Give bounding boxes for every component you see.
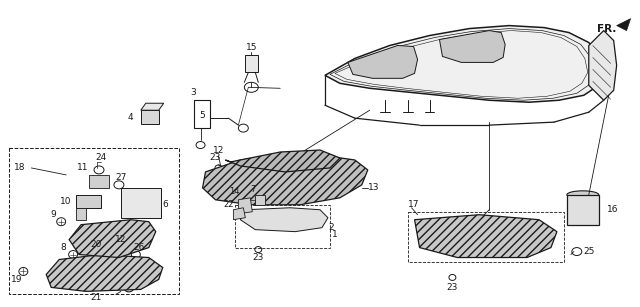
Polygon shape [440, 31, 505, 62]
Text: 17: 17 [408, 200, 419, 209]
Polygon shape [415, 215, 557, 258]
Text: 11: 11 [77, 163, 89, 173]
Text: 15: 15 [246, 43, 257, 52]
Ellipse shape [574, 202, 592, 218]
Polygon shape [238, 198, 252, 214]
Text: 21: 21 [90, 293, 102, 302]
Text: 14: 14 [229, 187, 239, 196]
Polygon shape [567, 195, 599, 225]
Text: 13: 13 [368, 183, 380, 192]
Text: 5: 5 [200, 111, 205, 120]
Polygon shape [46, 255, 163, 291]
Polygon shape [76, 195, 101, 208]
Text: 19: 19 [11, 275, 22, 284]
Text: 23: 23 [447, 283, 458, 292]
Text: 10: 10 [60, 197, 72, 206]
Polygon shape [141, 103, 164, 110]
Text: 4: 4 [128, 113, 134, 122]
Text: 27: 27 [115, 173, 127, 182]
Text: 16: 16 [607, 205, 618, 214]
Text: 2: 2 [328, 223, 333, 232]
Text: 23: 23 [210, 154, 221, 162]
Polygon shape [141, 110, 159, 124]
Text: 18: 18 [13, 163, 25, 173]
Text: 6: 6 [163, 200, 168, 209]
Text: FR.: FR. [597, 24, 616, 33]
Text: 7: 7 [251, 185, 256, 194]
Text: 26: 26 [133, 243, 145, 252]
Polygon shape [89, 175, 109, 188]
Polygon shape [325, 25, 604, 102]
Text: 20: 20 [90, 240, 102, 249]
Polygon shape [348, 45, 417, 78]
Text: 9: 9 [51, 210, 56, 219]
Polygon shape [234, 208, 245, 220]
Polygon shape [69, 220, 156, 258]
Text: 23: 23 [253, 253, 264, 262]
Polygon shape [617, 19, 630, 31]
Text: 8: 8 [60, 243, 66, 252]
Ellipse shape [567, 191, 599, 199]
Text: 12: 12 [212, 146, 224, 154]
Text: 22: 22 [223, 200, 234, 209]
Text: 1: 1 [332, 230, 338, 239]
Polygon shape [121, 188, 161, 218]
Polygon shape [589, 31, 617, 100]
Polygon shape [225, 150, 340, 172]
Polygon shape [245, 56, 259, 72]
Text: 24: 24 [95, 154, 107, 162]
Text: 3: 3 [191, 88, 196, 97]
Text: 12: 12 [115, 235, 127, 244]
Polygon shape [202, 155, 368, 205]
Polygon shape [255, 195, 265, 205]
Polygon shape [76, 208, 86, 220]
Polygon shape [241, 208, 328, 232]
Text: 25: 25 [584, 247, 595, 256]
